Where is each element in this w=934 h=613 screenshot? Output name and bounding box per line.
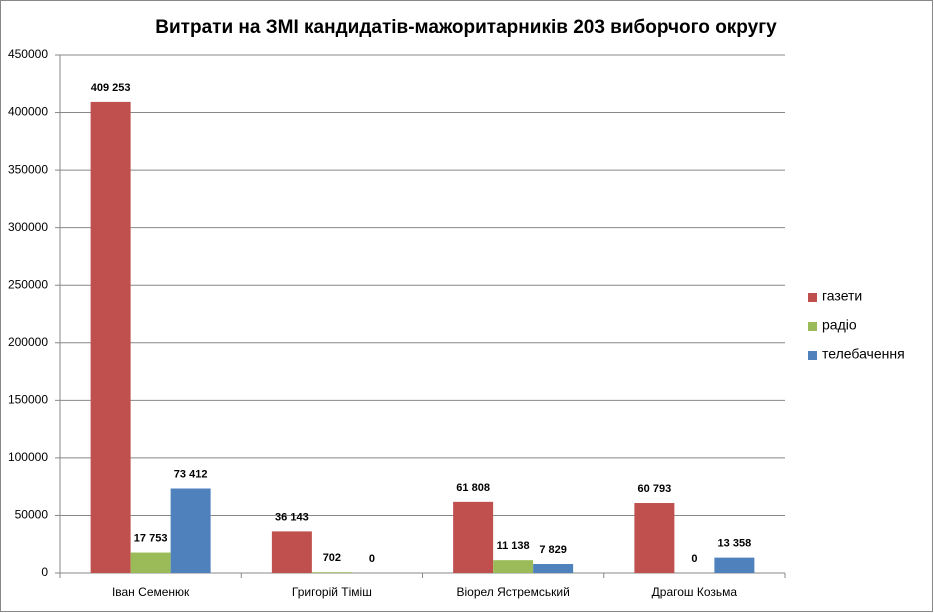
data-label: 0 (369, 553, 375, 565)
data-label: 13 358 (718, 538, 752, 550)
data-label: 7 829 (539, 544, 567, 556)
legend-swatch (808, 293, 817, 302)
data-label: 409 253 (91, 82, 131, 94)
chart-title: Витрати на ЗМІ кандидатів-мажоритарників… (155, 17, 777, 38)
legend-swatch (808, 351, 817, 360)
data-label: 11 138 (497, 540, 530, 552)
y-tick-label: 250000 (8, 277, 48, 291)
bar (271, 531, 312, 573)
x-tick-label: Григорій Тіміш (292, 585, 372, 599)
bar (493, 560, 534, 573)
bar (533, 563, 574, 573)
bar (311, 572, 352, 573)
data-label: 702 (323, 552, 341, 564)
y-tick-label: 400000 (8, 105, 48, 119)
bar (453, 501, 494, 573)
y-tick-label: 50000 (15, 508, 49, 522)
bar (130, 552, 171, 573)
legend-label: телебачення (822, 346, 905, 362)
y-tick-label: 100000 (8, 450, 48, 464)
legend-label: газети (822, 288, 862, 304)
legend-label: радіо (822, 317, 857, 333)
data-label: 73 412 (174, 468, 208, 480)
x-tick-label: Іван Семенюк (112, 585, 190, 599)
legend-swatch (808, 322, 817, 331)
y-tick-label: 150000 (8, 393, 48, 407)
x-tick-label: Віорел Ястремський (456, 585, 569, 599)
bar (90, 101, 131, 573)
bar (170, 488, 211, 573)
y-tick-label: 450000 (8, 47, 48, 61)
y-tick-label: 350000 (8, 162, 48, 176)
bar (714, 557, 755, 573)
y-tick-label: 0 (41, 565, 48, 579)
y-tick-label: 300000 (8, 220, 48, 234)
data-label: 0 (691, 553, 697, 565)
data-label: 36 143 (275, 511, 309, 523)
data-label: 17 753 (134, 532, 168, 544)
bar (634, 503, 675, 573)
x-tick-label: Драгош Козьма (652, 585, 738, 599)
data-label: 60 793 (638, 483, 672, 495)
y-tick-label: 200000 (8, 335, 48, 349)
data-label: 61 808 (456, 482, 490, 494)
